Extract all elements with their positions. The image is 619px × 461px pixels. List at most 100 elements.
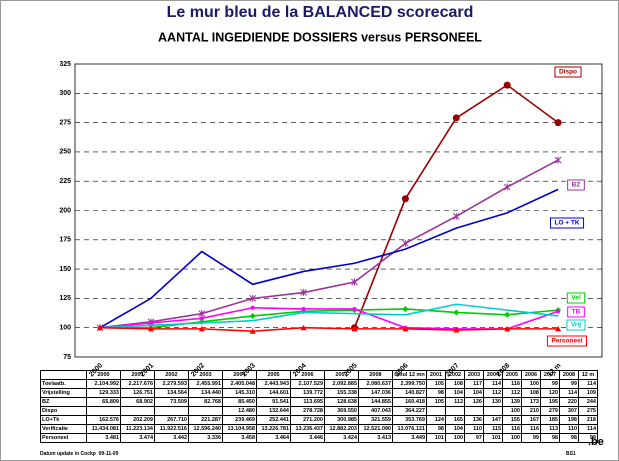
- table-cell: 116: [521, 424, 541, 434]
- header-cell: 2007: [324, 370, 359, 380]
- table-cell: 114: [578, 424, 598, 434]
- table-cell: 198: [559, 415, 579, 425]
- table-cell: 12.521.090: [358, 424, 393, 434]
- marker: [199, 316, 204, 321]
- table-cell: 173: [521, 397, 541, 407]
- table-row: LO+Tk 162.576 202.209 267.710 221.287 239.469…: [40, 415, 598, 425]
- marker: [249, 312, 256, 319]
- data-table: 2000 2001 2002 2003 2004 2005 2006 2007 2008 umul…: [40, 370, 598, 443]
- chart-title: Le mur bleu de la BALANCED scorecard: [167, 4, 474, 21]
- table-cell: 101: [426, 433, 446, 443]
- table-cell: 68.902: [120, 397, 155, 407]
- footer-code: BS1: [566, 451, 576, 457]
- table-cell: 98: [426, 424, 446, 434]
- marker: [453, 309, 460, 316]
- table-cell: 134.564: [154, 388, 189, 398]
- table-cell: 2.443.943: [256, 379, 291, 389]
- marker: [250, 305, 255, 310]
- table-cell: 195: [540, 397, 560, 407]
- table-cell: 145.310: [222, 388, 257, 398]
- table-cell: BZ: [40, 397, 87, 407]
- legend-label: TB: [572, 309, 581, 316]
- marker: [148, 321, 153, 326]
- table-cell: 113.695: [290, 397, 325, 407]
- legend-box: [566, 319, 586, 331]
- table-cell: 3.474: [120, 433, 155, 443]
- header-cell: 2008: [559, 370, 579, 380]
- marker: [554, 119, 562, 127]
- marker: [97, 324, 103, 331]
- table-cell: [86, 406, 121, 416]
- table-cell: 100: [502, 433, 522, 443]
- table-cell: 3.336: [188, 433, 223, 443]
- table-cell: 112: [445, 397, 465, 407]
- table-cell: 100: [502, 406, 522, 416]
- table-cell: [154, 406, 189, 416]
- legend-box: [567, 306, 585, 318]
- series-line: [99, 188, 559, 329]
- table-cell: 267.710: [154, 415, 189, 425]
- table-cell: 109: [578, 388, 598, 398]
- table-cell: 134.440: [188, 388, 223, 398]
- table-cell: 3.413: [358, 433, 393, 443]
- table-cell: 221.287: [188, 415, 223, 425]
- table-cell: 105: [426, 379, 446, 389]
- table-cell: 98: [540, 433, 560, 443]
- table-cell: 13.104.958: [222, 424, 257, 434]
- table-cell: 165: [445, 415, 465, 425]
- header-cell: 2001: [426, 370, 446, 380]
- y-tick-label: 100: [59, 325, 71, 332]
- table-cell: LO+Tk: [40, 415, 87, 425]
- legend-box: [567, 179, 585, 191]
- table-cell: 112: [502, 388, 522, 398]
- header-cell: 2002: [445, 370, 465, 380]
- table-cell: 3.458: [222, 433, 257, 443]
- table-cell: 98: [559, 433, 579, 443]
- table-cell: 65.809: [86, 397, 121, 407]
- table-cell: 407.043: [358, 406, 393, 416]
- table-cell: 2.217.676: [120, 379, 155, 389]
- table-cell: 114: [483, 379, 503, 389]
- table-cell: 239.469: [222, 415, 257, 425]
- table-cell: 160.418: [392, 397, 427, 407]
- header-cell: [40, 370, 87, 380]
- table-cell: 113: [540, 424, 560, 434]
- table-cell: 252.441: [256, 415, 291, 425]
- marker: [452, 114, 460, 122]
- table-cell: 120: [540, 388, 560, 398]
- table-cell: [426, 406, 446, 416]
- table-cell: 364.227: [392, 406, 427, 416]
- table-cell: 110: [464, 424, 484, 434]
- table-cell: [464, 406, 484, 416]
- table-cell: 12.882.203: [324, 424, 359, 434]
- table-cell: 97: [464, 433, 484, 443]
- table-cell: 167: [521, 415, 541, 425]
- marker: [198, 310, 206, 318]
- table-cell: 279: [540, 406, 560, 416]
- header-cell: 2002: [154, 370, 189, 380]
- marker: [402, 239, 409, 247]
- table-cell: 139.772: [290, 388, 325, 398]
- marker: [453, 327, 460, 333]
- header-row: 2000 2001 2002 2003 2004 2005 2006 2007 2008 umul…: [40, 370, 598, 380]
- marker: [351, 278, 358, 286]
- marker: [249, 294, 257, 302]
- table-cell: 2.455.991: [188, 379, 223, 389]
- table-cell: 2.279.593: [154, 379, 189, 389]
- y-tick-label: 150: [59, 266, 71, 273]
- marker: [504, 311, 511, 318]
- marker: [504, 325, 511, 332]
- marker: [352, 306, 357, 311]
- header-cell: 2006: [290, 370, 325, 380]
- header-cell: 2008: [358, 370, 393, 380]
- header-cell: 2003: [464, 370, 484, 380]
- table-cell: 210: [521, 406, 541, 416]
- table-cell: 353.769: [392, 415, 427, 425]
- table-cell: 185: [540, 415, 560, 425]
- table-cell: 3.464: [256, 433, 291, 443]
- y-tick-label: 125: [59, 295, 71, 302]
- legend-label: Personeel: [551, 338, 582, 345]
- y-tick-label: 200: [59, 207, 71, 214]
- table-cell: 155.338: [324, 388, 359, 398]
- table-cell: 2.104.992: [86, 379, 121, 389]
